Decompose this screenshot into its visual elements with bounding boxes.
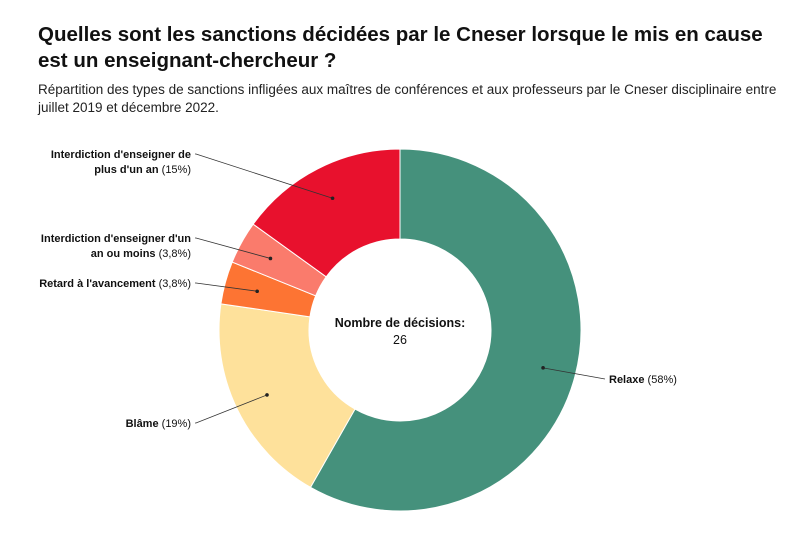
label-relaxe: Relaxe (58%) xyxy=(609,374,677,386)
slice-relaxe xyxy=(309,148,582,512)
chart-title: Quelles sont les sanctions décidées par … xyxy=(38,23,763,72)
label-percent: (3,8%) xyxy=(156,248,191,260)
leader-dot-interdiction-d-enseigner-d-un-an-ou-moins xyxy=(268,256,273,261)
label-percent: (19%) xyxy=(159,418,191,430)
slice-labels: Relaxe (58%) Blâme (19%) Retard à l'avance… xyxy=(39,149,677,430)
label-name-line: Retard à l'avancement xyxy=(39,278,156,290)
chart-subtitle: Répartition des types de sanctions infli… xyxy=(38,82,777,115)
label-name-line: Interdiction d'enseigner de xyxy=(51,149,191,161)
label-name-line: Blâme xyxy=(126,418,159,430)
label-name-line: Relaxe xyxy=(609,374,644,386)
donut-slices xyxy=(218,148,582,512)
slice-blame xyxy=(218,303,356,489)
label-interdiction-d-enseigner-de-plus-d-un-an: Interdiction d'enseigner de plus d'un an … xyxy=(51,149,191,176)
label-name-line: Interdiction d'enseigner d'un xyxy=(41,233,191,245)
label-interdiction-d-enseigner-d-un-an-ou-moins: Interdiction d'enseigner d'un an ou moins… xyxy=(41,233,191,260)
center-value: 26 xyxy=(393,333,407,347)
label-percent: (15%) xyxy=(159,164,191,176)
leader-retard-a-l-avancement xyxy=(195,282,258,292)
leader-lines xyxy=(195,153,606,424)
leader-dot-interdiction-d-enseigner-de-plus-d-un-an xyxy=(330,196,335,201)
leader-relaxe xyxy=(543,367,606,380)
label-percent: (58%) xyxy=(644,374,676,386)
label-name-line: an ou moins xyxy=(91,248,156,260)
label-name-line: plus d'un an xyxy=(94,164,159,176)
leader-dot-blame xyxy=(265,393,269,397)
leader-dot-relaxe xyxy=(541,366,545,370)
center-label: Nombre de décisions: xyxy=(335,316,466,330)
label-retard-a-l-avancement: Retard à l'avancement (3,8%) xyxy=(39,278,191,290)
leader-interdiction-d-enseigner-d-un-an-ou-moins xyxy=(195,237,271,259)
leader-blame xyxy=(195,394,268,424)
label-percent: (3,8%) xyxy=(156,278,191,290)
leader-interdiction-d-enseigner-de-plus-d-un-an xyxy=(195,153,333,199)
leader-dot-retard-a-l-avancement xyxy=(255,289,259,294)
label-blame: Blâme (19%) xyxy=(126,418,191,430)
slice-interdiction-d-enseigner-de-plus-d-un-an xyxy=(252,148,401,278)
